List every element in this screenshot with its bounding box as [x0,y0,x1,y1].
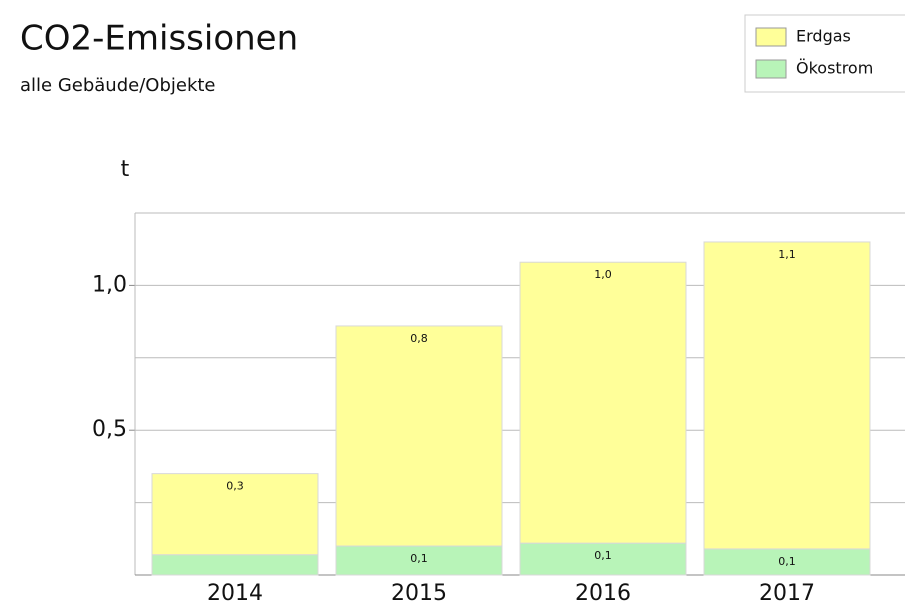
x-tick-label: 2015 [391,581,447,605]
value-label: 0,1 [594,549,612,562]
value-label: 1,0 [594,268,612,281]
bar-segment [335,545,503,576]
y-axis-label: t [121,157,130,182]
bar-segment [519,542,687,576]
value-label: 0,1 [410,552,428,565]
chart-subtitle: alle Gebäude/Objekte [20,75,216,96]
x-tick-label: 2014 [207,581,263,605]
x-tick-label: 2017 [759,581,815,605]
value-label: 1,1 [778,248,796,261]
chart-title: CO2-Emissionen [20,19,298,59]
value-label: 0,3 [226,480,244,493]
bar-segment [519,261,687,544]
bar-segment [335,325,503,547]
bar-segment [703,241,871,550]
legend-swatch [755,27,787,47]
value-label: 0,8 [410,332,428,345]
legend-label: Erdgas [796,27,851,46]
bar-segment [151,554,319,576]
y-tick-label: 1,0 [92,272,127,297]
bar-segment [151,473,319,556]
bar-segment [703,548,871,576]
x-tick-label: 2016 [575,581,631,605]
y-tick-label: 0,5 [92,417,127,442]
legend-swatch [755,59,787,79]
legend-label: Ökostrom [796,59,873,78]
value-label: 0,1 [778,555,796,568]
